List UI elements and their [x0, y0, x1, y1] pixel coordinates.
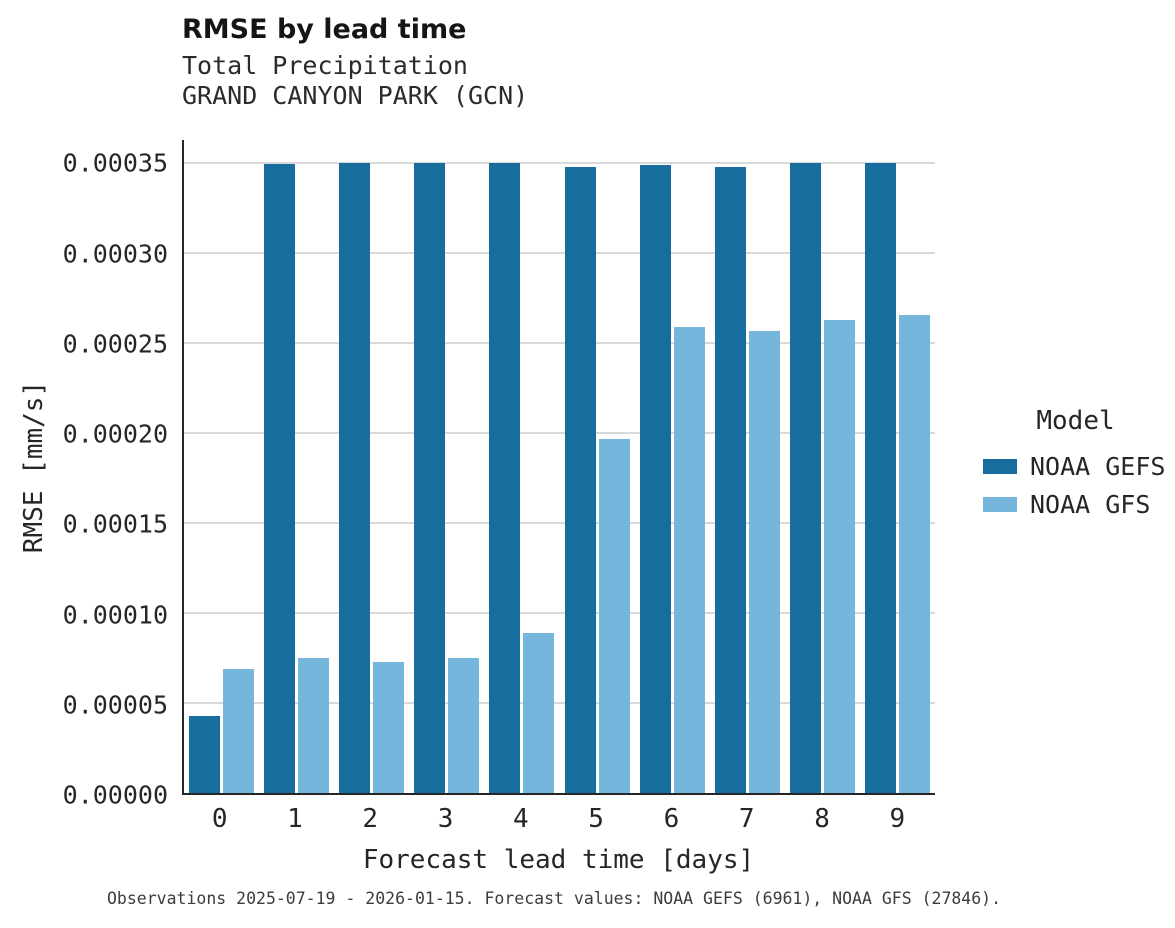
y-tick-label: 0.00020	[62, 419, 168, 449]
bar-noaa-gfs-day-1	[298, 658, 330, 793]
bar-noaa-gfs-day-3	[448, 658, 480, 793]
legend-entries: NOAA GEFS NOAA GFS	[983, 452, 1168, 519]
y-tick-label: 0.00030	[62, 239, 168, 269]
bar-noaa-gefs-day-8	[789, 163, 821, 793]
bar-noaa-gefs-day-4	[489, 163, 521, 793]
x-tick-label: 1	[287, 804, 303, 834]
bar-groups	[184, 140, 935, 793]
bar-noaa-gfs-day-7	[748, 330, 780, 793]
gridline	[184, 612, 935, 615]
x-tick-label: 4	[513, 804, 529, 834]
bar-group-day-6	[635, 140, 710, 793]
legend-entry-noaa-gefs: NOAA GEFS	[983, 452, 1168, 481]
legend-entry-noaa-gfs: NOAA GFS	[983, 490, 1168, 519]
legend-label: NOAA GEFS	[1030, 452, 1166, 481]
bar-noaa-gefs-day-5	[564, 166, 596, 793]
bar-noaa-gefs-day-3	[414, 163, 446, 793]
x-tick-label: 9	[889, 804, 906, 834]
y-axis-ticks: 0.00000 0.00005 0.00010 0.00015 0.00020 0.000…	[0, 140, 168, 810]
bar-group-day-7	[710, 140, 785, 793]
plot-area	[182, 140, 935, 795]
y-tick-label: 0.00000	[62, 780, 168, 810]
caption: Observations 2025-07-19 - 2026-01-15. Fo…	[107, 889, 1002, 908]
gridline	[184, 342, 935, 345]
legend-swatch-icon	[983, 459, 1017, 474]
legend: Model NOAA GEFS NOAA GFS	[983, 406, 1168, 528]
bar-noaa-gefs-day-2	[339, 163, 371, 793]
bar-group-day-9	[860, 140, 935, 793]
gridline	[184, 702, 935, 705]
y-tick-label: 0.00015	[62, 509, 168, 539]
x-tick-label: 3	[437, 804, 454, 834]
chart-subtitle-station: GRAND CANYON PARK (GCN)	[182, 81, 529, 110]
y-tick-label: 0.00025	[62, 329, 168, 359]
x-axis-label: Forecast lead time [days]	[362, 845, 755, 875]
bar-group-day-0	[184, 140, 259, 793]
bar-group-day-4	[484, 140, 559, 793]
bar-noaa-gfs-day-5	[598, 438, 630, 793]
chart-subtitle-variable: Total Precipitation	[182, 51, 468, 80]
chart-title: RMSE by lead time	[182, 14, 467, 45]
bar-noaa-gefs-day-9	[864, 163, 896, 793]
x-tick-label: 0	[211, 804, 228, 834]
x-tick-label: 2	[362, 804, 379, 834]
bar-group-day-3	[409, 140, 484, 793]
legend-label: NOAA GFS	[1030, 490, 1151, 519]
legend-title: Model	[1036, 406, 1115, 436]
gridline	[184, 252, 935, 255]
bar-noaa-gfs-day-6	[673, 327, 705, 793]
x-tick-label: 6	[663, 804, 680, 834]
bar-noaa-gfs-day-4	[523, 632, 555, 793]
bar-noaa-gefs-day-1	[264, 163, 296, 793]
bar-noaa-gfs-day-8	[823, 319, 855, 793]
bar-noaa-gfs-day-9	[898, 314, 930, 793]
y-tick-label: 0.00035	[62, 148, 168, 178]
legend-swatch-icon	[983, 497, 1017, 512]
x-tick-label: 8	[814, 804, 830, 834]
bar-group-day-5	[559, 140, 634, 793]
x-axis-ticks: 0 1 2 3 4 5 6 7 8 9	[182, 804, 935, 834]
bar-group-day-2	[334, 140, 409, 793]
bar-noaa-gfs-day-0	[223, 668, 255, 793]
x-tick-label: 5	[588, 804, 604, 834]
bar-noaa-gefs-day-0	[189, 715, 221, 793]
y-tick-label: 0.00005	[62, 690, 168, 720]
gridline	[184, 522, 935, 525]
bar-group-day-8	[785, 140, 860, 793]
bar-noaa-gefs-day-7	[714, 166, 746, 793]
y-tick-label: 0.00010	[62, 600, 168, 630]
gridline	[184, 162, 935, 165]
bar-noaa-gefs-day-6	[639, 165, 671, 793]
bar-group-day-1	[259, 140, 334, 793]
gridline	[184, 432, 935, 435]
bar-noaa-gfs-day-2	[373, 661, 405, 793]
x-tick-label: 7	[738, 804, 755, 834]
